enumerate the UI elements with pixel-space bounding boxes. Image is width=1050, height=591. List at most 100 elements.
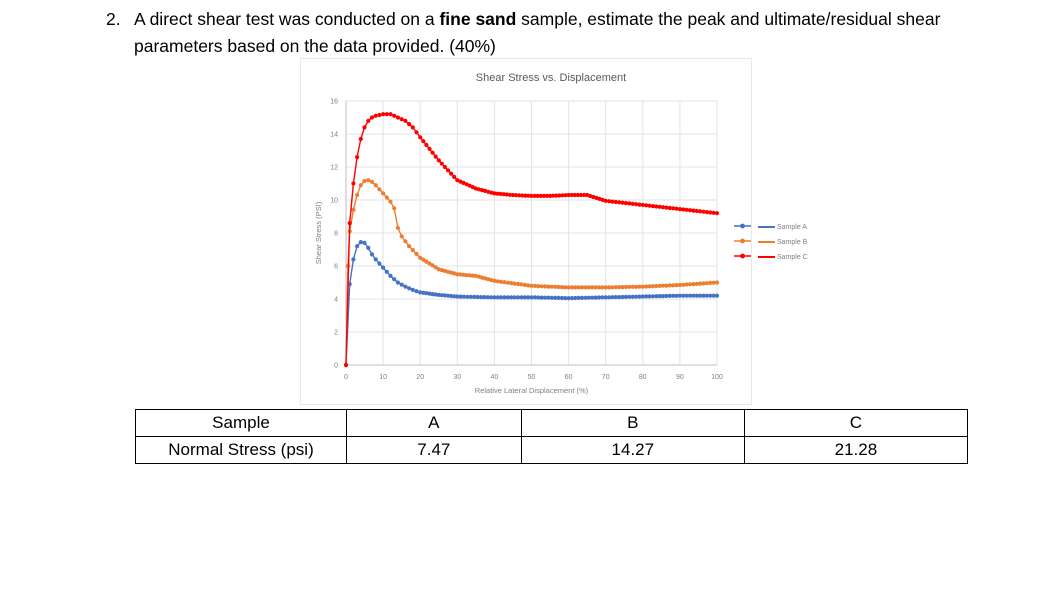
data-point bbox=[630, 201, 635, 206]
data-point bbox=[556, 295, 561, 300]
data-point bbox=[644, 294, 649, 299]
y-axis-label: Shear Stress (PSI) bbox=[314, 201, 323, 264]
data-point bbox=[452, 174, 457, 179]
data-point bbox=[698, 209, 703, 214]
data-point bbox=[418, 290, 423, 295]
data-point bbox=[410, 125, 415, 130]
data-point bbox=[627, 201, 632, 206]
data-point bbox=[647, 294, 652, 299]
data-point bbox=[569, 285, 575, 290]
data-point bbox=[355, 192, 360, 198]
x-tick-label: 50 bbox=[528, 374, 536, 381]
data-point bbox=[708, 280, 713, 285]
data-point bbox=[603, 295, 608, 300]
shear-stress-chart: Shear Stress vs. Displacement 0 10 20 30 40 50… bbox=[300, 58, 752, 405]
table-row: Sample A B C bbox=[135, 409, 969, 437]
data-point bbox=[586, 285, 591, 290]
data-point bbox=[667, 293, 672, 298]
sample-b: B bbox=[520, 409, 745, 437]
data-point bbox=[620, 294, 625, 300]
x-tick-label: 20 bbox=[416, 374, 424, 381]
data-point bbox=[580, 295, 585, 300]
legend-item-sample-b: Sample B bbox=[758, 235, 808, 250]
data-point bbox=[515, 295, 521, 300]
data-point bbox=[576, 295, 581, 300]
data-point bbox=[560, 193, 565, 198]
data-point bbox=[384, 112, 389, 117]
data-point bbox=[644, 284, 649, 289]
data-point bbox=[395, 280, 400, 285]
data-point bbox=[701, 293, 706, 298]
data-point bbox=[430, 263, 435, 268]
data-point bbox=[442, 164, 447, 170]
data-point bbox=[377, 187, 382, 192]
data-point bbox=[694, 208, 699, 214]
data-point bbox=[519, 295, 524, 300]
data-point bbox=[358, 183, 363, 188]
data-point bbox=[691, 293, 696, 298]
data-point bbox=[427, 291, 432, 296]
data-point bbox=[575, 192, 580, 198]
y-tick-label: 8 bbox=[334, 231, 338, 238]
data-point bbox=[414, 251, 419, 256]
data-point bbox=[505, 280, 510, 285]
data-point bbox=[691, 282, 696, 287]
data-point bbox=[499, 279, 504, 284]
data-point bbox=[674, 206, 679, 211]
data-point bbox=[515, 281, 521, 287]
data-point bbox=[590, 285, 595, 290]
question-number: 2. bbox=[106, 9, 121, 29]
data-point bbox=[445, 293, 451, 298]
data-point bbox=[526, 295, 531, 300]
data-point bbox=[541, 193, 546, 198]
data-point bbox=[536, 284, 541, 289]
data-point bbox=[433, 154, 438, 159]
data-point bbox=[544, 193, 550, 198]
x-tick-label: 60 bbox=[565, 374, 573, 381]
data-point bbox=[430, 150, 435, 155]
data-point bbox=[630, 284, 635, 289]
data-point bbox=[535, 193, 540, 198]
x-tick-label: 0 bbox=[344, 374, 348, 381]
data-point bbox=[671, 293, 676, 298]
data-point bbox=[623, 294, 628, 299]
legend-line-icon bbox=[758, 256, 775, 259]
data-point bbox=[637, 202, 642, 207]
data-point bbox=[613, 285, 618, 290]
data-point bbox=[343, 362, 349, 368]
data-point bbox=[472, 294, 477, 299]
data-point bbox=[512, 281, 517, 286]
data-point bbox=[660, 205, 666, 210]
data-point bbox=[694, 281, 699, 286]
data-point bbox=[366, 178, 371, 183]
data-point bbox=[617, 285, 622, 290]
data-point bbox=[674, 283, 679, 288]
legend-item-sample-c: Sample C bbox=[758, 250, 808, 265]
data-point bbox=[553, 284, 558, 289]
y-tick-label: 4 bbox=[334, 297, 338, 304]
data-point bbox=[671, 283, 676, 288]
data-point bbox=[677, 282, 682, 288]
data-point bbox=[414, 289, 419, 294]
data-point bbox=[467, 273, 472, 278]
x-tick-label: 80 bbox=[639, 374, 647, 381]
data-point bbox=[557, 193, 562, 198]
legend-marker bbox=[740, 253, 745, 259]
data-point bbox=[657, 294, 662, 299]
data-point bbox=[410, 248, 415, 253]
data-point bbox=[421, 257, 426, 262]
data-point bbox=[566, 296, 571, 301]
data-point bbox=[687, 293, 693, 298]
data-point bbox=[634, 294, 639, 299]
y-tick-label: 2 bbox=[334, 330, 338, 337]
data-point bbox=[458, 272, 463, 277]
data-point bbox=[569, 296, 575, 301]
data-point bbox=[539, 284, 544, 289]
data-point bbox=[573, 295, 578, 301]
data-point bbox=[498, 191, 503, 196]
data-point bbox=[613, 199, 618, 205]
y-tick-label: 0 bbox=[334, 363, 338, 370]
data-point bbox=[381, 265, 386, 270]
data-point bbox=[549, 284, 554, 289]
data-point bbox=[392, 113, 397, 118]
